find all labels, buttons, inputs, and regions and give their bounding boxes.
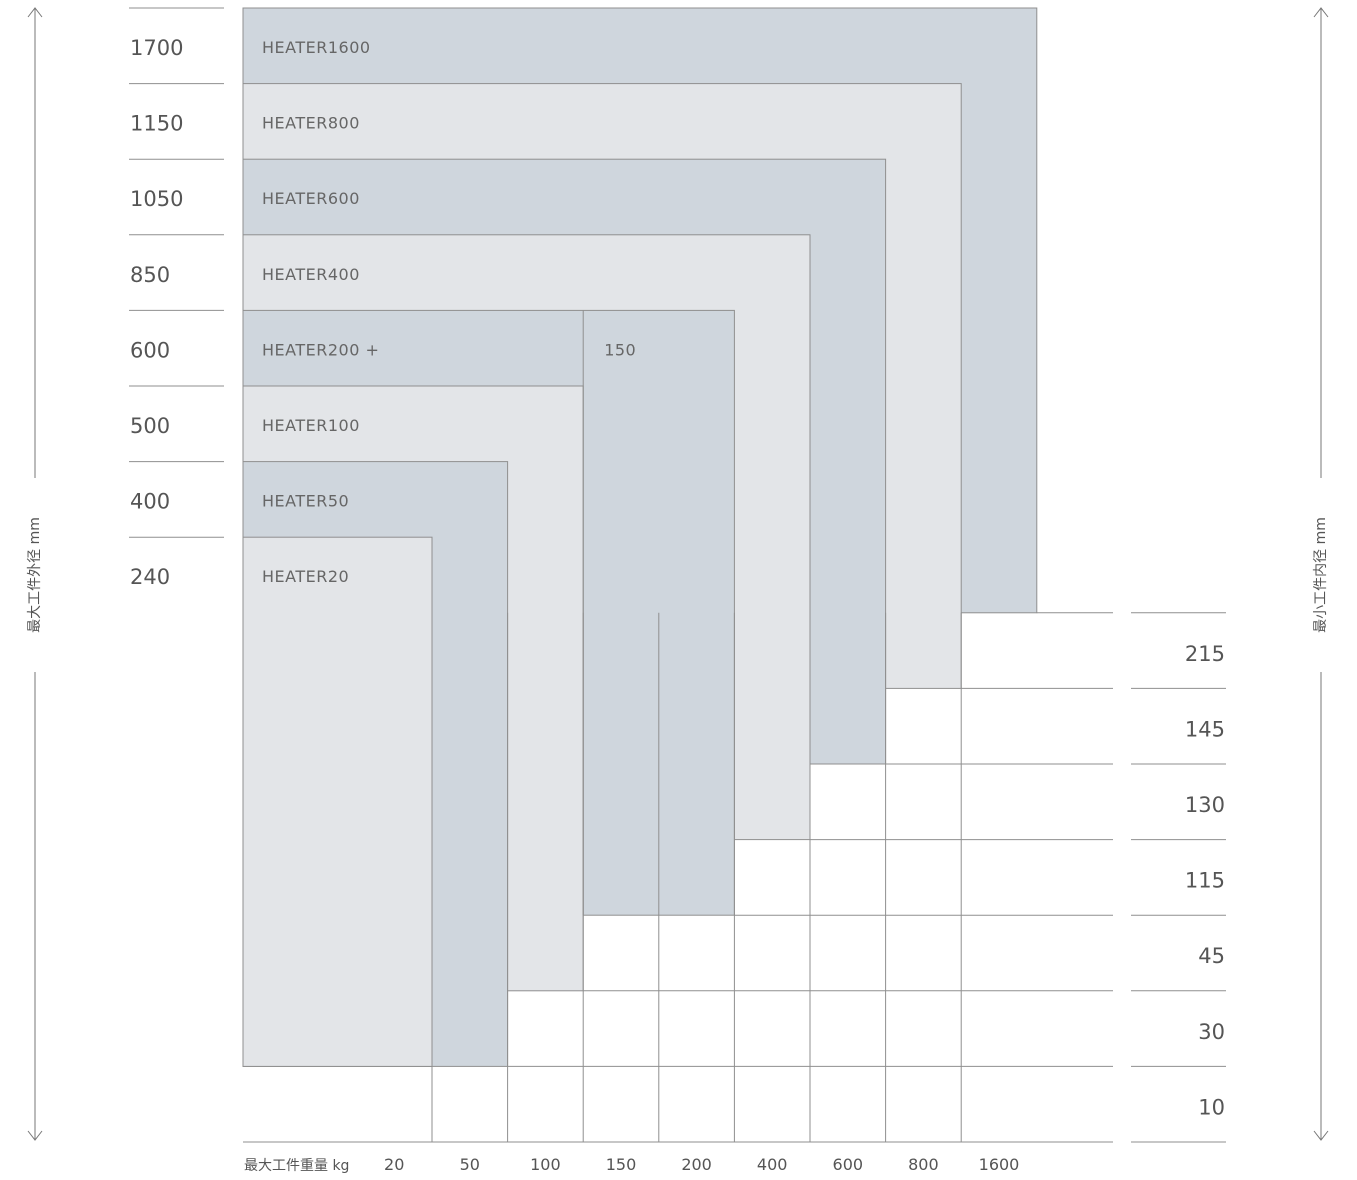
outer-diameter-label: 500 [130,414,170,438]
inner-diameter-axis-title: 最小工件内径 mm [1313,517,1329,633]
model-label: HEATER20 [262,567,349,586]
model-label: HEATER800 [262,114,360,133]
weight-label: 800 [908,1155,939,1174]
model-label: HEATER1600 [262,38,371,57]
inner-diameter-label: 115 [1185,869,1225,893]
inner-diameter-label: 45 [1198,944,1225,968]
outer-diameter-label: 240 [130,565,170,589]
inner-diameter-label: 30 [1198,1020,1225,1044]
weight-axis: 最大工件重量 kg 20 50 100 150 200 400 600 800 1600 [244,1155,1019,1174]
outer-diameter-label: 1150 [130,112,183,136]
outer-diameter-axis: 1700 1150 1050 850 600 500 400 240 [129,7,224,589]
model-labels: HEATER1600 HEATER800 HEATER600 HEATER400 HEA… [262,38,636,586]
inner-diameter-label: 145 [1185,717,1225,741]
weight-label: 1600 [979,1155,1020,1174]
model-block [242,536,433,1067]
weight-label: 50 [460,1155,480,1174]
inner-diameter-label: 10 [1198,1095,1225,1119]
weight-label: 200 [681,1155,712,1174]
outer-diameter-label: 600 [130,338,170,362]
extension-label: 150 [604,340,636,359]
model-label: HEATER200 + [262,340,379,359]
outer-diameter-label: 850 [130,263,170,287]
inner-diameter-axis-arrow-down [1313,1130,1329,1141]
outer-diameter-axis-arrow-up [27,7,43,18]
model-label: HEATER50 [262,492,349,511]
inner-diameter-label: 130 [1185,793,1225,817]
weight-label: 150 [606,1155,637,1174]
outer-diameter-label: 400 [130,490,170,514]
outer-diameter-label: 1050 [130,187,183,211]
grid-lines [243,612,1113,1143]
model-label: HEATER100 [262,416,360,435]
model-blocks [242,7,1038,1067]
weight-label: 400 [757,1155,788,1174]
outer-diameter-axis-title: 最大工件外径 mm [27,517,43,633]
inner-diameter-axis-arrow-up [1313,7,1329,18]
weight-label: 600 [833,1155,864,1174]
model-label: HEATER600 [262,189,360,208]
weight-label: 100 [530,1155,561,1174]
inner-diameter-axis: 215 145 130 115 45 30 10 [1131,612,1226,1143]
outer-diameter-axis-arrow-down [27,1130,43,1141]
weight-label: 20 [384,1155,404,1174]
outer-diameter-label: 1700 [130,36,183,60]
model-label: HEATER400 [262,265,360,284]
weight-axis-title: 最大工件重量 kg [244,1158,349,1174]
axis-arrows: 最大工件外径 mm 最小工件内径 mm [27,7,1329,1141]
inner-diameter-label: 215 [1185,642,1225,666]
